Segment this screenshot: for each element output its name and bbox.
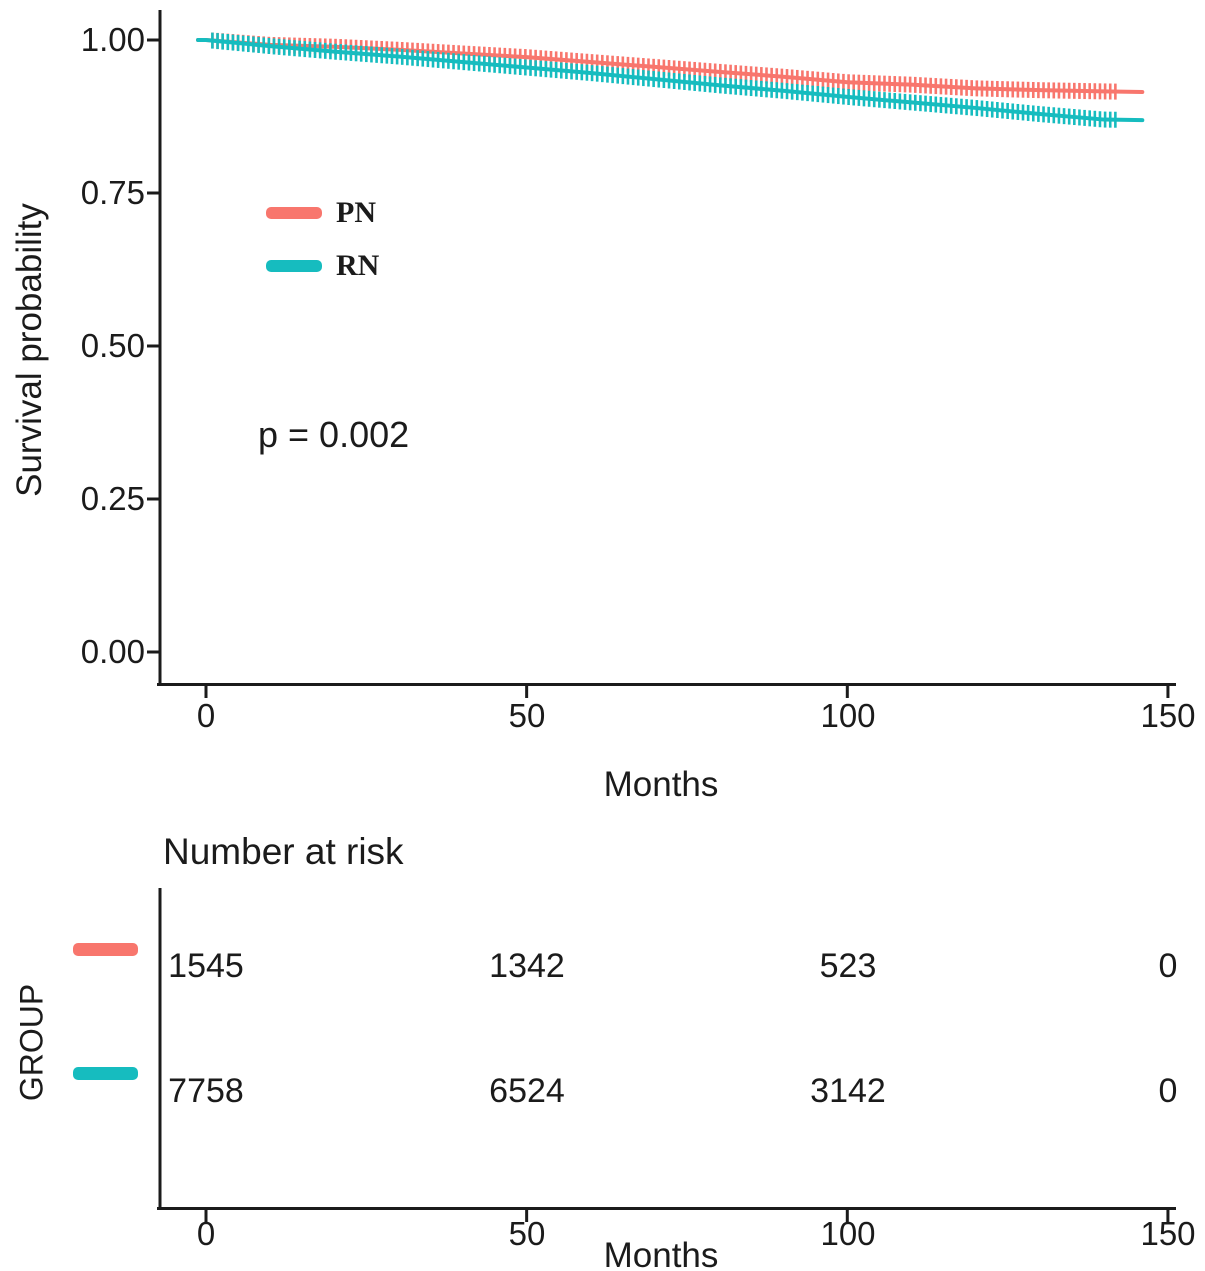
y-tick-label-0.50: 0.50 [80, 327, 145, 364]
rn-legend-swatch [266, 260, 322, 272]
x-axis-title: Months [603, 765, 719, 804]
pn-legend-swatch [266, 207, 322, 219]
risk-rn-at-100: 3142 [810, 1072, 886, 1110]
risk-x-tick-label-0: 0 [196, 1215, 216, 1252]
risk-rn-at-50: 6524 [489, 1072, 565, 1110]
x-tick-label-100: 100 [820, 697, 876, 734]
risk-x-axis-title: Months [603, 1236, 719, 1271]
number-at-risk-title: Number at risk [163, 831, 404, 872]
risk-rn-at-0: 7758 [168, 1072, 244, 1110]
rn-legend-label: RN [336, 249, 380, 282]
p-value-annotation: p = 0.002 [258, 414, 410, 455]
y-tick-label-0.00: 0.00 [80, 633, 145, 670]
y-axis-title: Survival probability [10, 203, 49, 497]
risk-x-tick-label-150: 150 [1140, 1215, 1196, 1252]
legend-item-rn: RN [266, 249, 379, 283]
x-tick-label-0: 0 [196, 697, 216, 734]
risk-rn-at-150: 0 [1158, 1072, 1178, 1110]
y-tick-label-1.00: 1.00 [80, 21, 145, 58]
pn-legend-label: PN [336, 196, 376, 229]
risk-x-tick-label-100: 100 [820, 1215, 876, 1252]
risk-row-pn-swatch [73, 943, 138, 956]
x-tick-label-150: 150 [1140, 697, 1196, 734]
risk-pn-at-100: 523 [819, 947, 877, 985]
risk-pn-at-50: 1342 [489, 947, 565, 985]
x-tick-label-50: 50 [508, 697, 546, 734]
legend-item-pn: PN [266, 196, 376, 230]
risk-pn-at-0: 1545 [168, 947, 244, 985]
risk-x-tick-label-50: 50 [508, 1215, 546, 1252]
group-axis-title: GROUP [13, 983, 50, 1102]
y-tick-label-0.75: 0.75 [80, 174, 145, 211]
y-tick-label-0.25: 0.25 [80, 480, 145, 517]
risk-row-rn-swatch [73, 1067, 138, 1080]
risk-pn-at-150: 0 [1158, 947, 1178, 985]
